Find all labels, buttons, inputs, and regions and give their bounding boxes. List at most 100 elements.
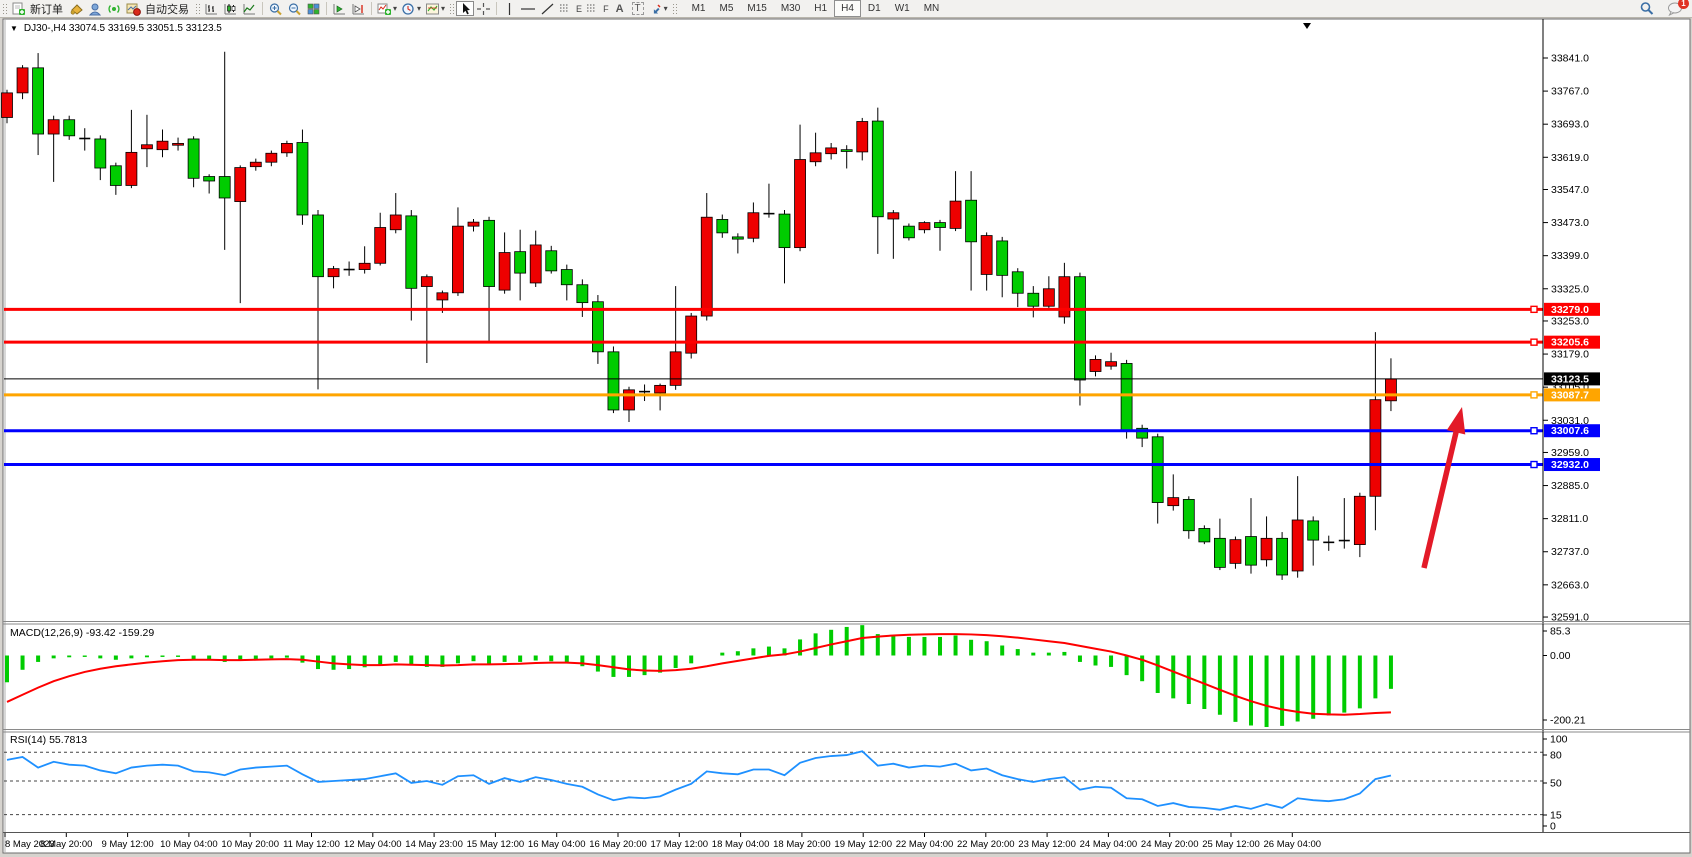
- timeframe-button-H1[interactable]: H1: [814, 3, 828, 14]
- price-tick-label: 33473.0: [1551, 217, 1589, 229]
- price-badge-text: 33087.7: [1551, 389, 1589, 401]
- cursor-tool-button[interactable]: [456, 1, 475, 16]
- periods-button[interactable]: ▾: [399, 1, 423, 16]
- toolbar-separator: [326, 2, 327, 15]
- broadcast-button[interactable]: [105, 1, 124, 16]
- price-tick-label: 33693.0: [1551, 119, 1589, 131]
- time-tick-label: 24 May 04:00: [1080, 839, 1138, 850]
- auto-scroll-button[interactable]: [330, 1, 349, 16]
- chart-collapse-icon[interactable]: ▼: [10, 24, 18, 33]
- time-tick-label: 10 May 04:00: [160, 839, 218, 850]
- timeframe-button-D1[interactable]: D1: [867, 3, 881, 14]
- tile-windows-button[interactable]: [304, 1, 323, 16]
- new-order-label[interactable]: 新订单: [30, 3, 63, 16]
- text-label-icon: T: [631, 2, 644, 15]
- price-badge-33279.0: [1544, 302, 1600, 316]
- chart-window-frame: [2, 18, 1691, 854]
- macd-tick-label: 85.3: [1550, 626, 1571, 638]
- time-tick-label: 22 May 04:00: [896, 839, 954, 850]
- level-handle[interactable]: [1530, 427, 1538, 435]
- trendline-tool-button[interactable]: [538, 1, 557, 16]
- macd-label: MACD(12,26,9) -93.42 -159.29: [10, 627, 154, 639]
- price-tick-label: 33619.0: [1551, 152, 1589, 164]
- level-handle[interactable]: [1530, 305, 1538, 314]
- notifications-button[interactable]: 1: [1665, 0, 1689, 16]
- rsi-tick-label: 100: [1550, 734, 1568, 746]
- timeframe-button-W1[interactable]: W1: [894, 3, 910, 14]
- price-badge-text: 33123.5: [1551, 373, 1589, 385]
- fibonacci-tool-button[interactable]: F: [584, 1, 611, 16]
- bar-chart-type-button[interactable]: [202, 1, 221, 16]
- equidistant-channel-tool-button[interactable]: E: [557, 1, 584, 16]
- level-handle[interactable]: [1530, 338, 1538, 346]
- text-tool-icon: A: [615, 2, 624, 15]
- price-badge-text: 32932.0: [1551, 459, 1589, 471]
- horizontal-line-tool-button[interactable]: [518, 1, 538, 16]
- zoom-out-button[interactable]: [285, 1, 304, 16]
- price-axis[interactable]: 33841.0 33767.0 33693.0 33619.0 33547.0 33473…: [1542, 19, 1689, 832]
- rsi-panel[interactable]: 100 80 50 150 RSI(14) 55.7813: [3, 729, 1690, 833]
- line-chart-type-button[interactable]: [240, 1, 259, 16]
- text-label-tool-button[interactable]: T: [629, 1, 647, 16]
- timeframe-button-MN[interactable]: MN: [923, 3, 940, 14]
- paint-bucket-icon: [70, 3, 83, 15]
- zoom-in-button[interactable]: [266, 1, 285, 16]
- toolbar-grip[interactable]: [195, 2, 200, 15]
- new-order-button[interactable]: [9, 1, 28, 16]
- chart-shift-icon: [352, 3, 364, 14]
- templates-button[interactable]: ▾: [423, 1, 447, 16]
- time-tick-label: 16 May 04:00: [528, 839, 586, 850]
- auto-trading-label[interactable]: 自动交易: [145, 3, 189, 16]
- main-toolbar: 新订单 自动交易: [0, 0, 1692, 18]
- chart-shift-button[interactable]: [349, 1, 368, 16]
- timeframe-button-M5[interactable]: M5: [719, 3, 734, 14]
- broadcast-icon: [108, 4, 120, 13]
- chart-shift-marker[interactable]: [1303, 23, 1311, 29]
- paint-bucket-button[interactable]: [67, 1, 86, 16]
- toolbar-grip[interactable]: [2, 2, 7, 15]
- price-badge-33087.7: [1544, 388, 1600, 402]
- text-tool-button[interactable]: A: [611, 1, 629, 16]
- chart-title-row: ▼ DJ30-,H4 33074.5 33169.5 33051.5 33123…: [10, 23, 222, 34]
- time-tick-label: 18 May 20:00: [773, 839, 831, 850]
- time-tick-label: 15 May 12:00: [467, 839, 525, 850]
- level-handle[interactable]: [1530, 460, 1538, 469]
- vertical-line-tool-button[interactable]: [500, 1, 518, 16]
- vertical-line-icon: [508, 2, 510, 15]
- level-handle[interactable]: [1530, 391, 1538, 399]
- search-button[interactable]: [1637, 1, 1657, 16]
- timeframe-button-M15[interactable]: M15: [747, 3, 767, 14]
- price-tick-label: 33325.0: [1551, 283, 1589, 295]
- profile-button[interactable]: [86, 1, 105, 16]
- price-tick-label: 32959.0: [1551, 447, 1589, 459]
- toolbar-right-group: 1: [1637, 0, 1689, 16]
- timeframe-button-H4[interactable]: H4: [834, 0, 861, 17]
- indicators-button[interactable]: ▾: [375, 1, 399, 16]
- timeframe-button-M1[interactable]: M1: [691, 3, 706, 14]
- time-tick-label: 8 May 20:00: [40, 839, 92, 850]
- new-order-icon: [12, 2, 25, 15]
- toolbar-separator: [371, 2, 372, 15]
- macd-signal-line: [6, 633, 1391, 716]
- arrows-tool-button[interactable]: ▾: [647, 1, 670, 16]
- trend-arrow[interactable]: [1421, 407, 1466, 569]
- timeframe-bar: M1 M5 M15 M30 H1 H4 D1 W1 MN: [685, 0, 947, 17]
- autotrade-button[interactable]: [124, 1, 143, 16]
- timeframe-button-M30[interactable]: M30: [780, 3, 801, 14]
- time-tick-label: 23 May 12:00: [1018, 839, 1076, 850]
- price-level-lines[interactable]: [4, 305, 1543, 469]
- bar-chart-icon: [205, 3, 217, 14]
- price-badge-33205.6: [1544, 335, 1600, 349]
- chart-title-text: DJ30-,H4 33074.5 33169.5 33051.5 33123.5: [23, 23, 222, 34]
- rsi-line: [6, 750, 1392, 811]
- crosshair-tool-button[interactable]: [474, 1, 493, 16]
- macd-panel[interactable]: 85.3 0.00 -200.21 MACD(12,26,9) -93.42 -159…: [3, 621, 1690, 730]
- toolbar-grip[interactable]: [449, 2, 455, 15]
- candlestick-type-button[interactable]: [221, 1, 240, 16]
- toolbar-grip[interactable]: [671, 2, 677, 15]
- price-tick-label: 33547.0: [1551, 184, 1589, 196]
- time-tick-label: 12 May 04:00: [344, 839, 402, 850]
- candles-layer: [1, 51, 1397, 580]
